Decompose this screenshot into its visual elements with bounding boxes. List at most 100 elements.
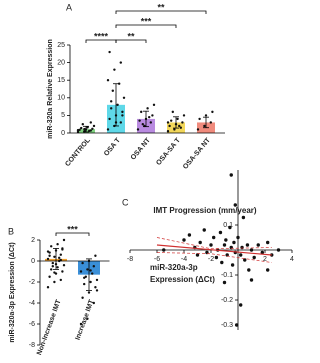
data-point [236, 235, 240, 240]
significance-label: ** [127, 31, 135, 41]
data-point [168, 124, 171, 128]
data-point [141, 123, 144, 126]
y-tick-label: 5 [61, 112, 65, 119]
significance-bracket [115, 10, 207, 14]
panel-label: A [66, 2, 72, 12]
data-point [234, 323, 239, 327]
data-point [62, 264, 66, 267]
data-point [166, 121, 170, 124]
data-point [148, 115, 151, 119]
data-point [89, 280, 92, 284]
data-point [171, 110, 174, 114]
significance-label: *** [67, 224, 78, 234]
data-point [182, 238, 186, 242]
y-tick-label: 15 [57, 77, 65, 84]
data-point [212, 235, 216, 240]
x-tick-label: OSA-SA T [155, 136, 182, 166]
x-tick-label: -4 [181, 256, 187, 263]
data-point [58, 256, 61, 260]
data-point [209, 243, 213, 247]
data-point [92, 124, 96, 128]
data-point [195, 253, 200, 257]
data-point [198, 117, 201, 121]
data-point [229, 173, 233, 177]
data-point [225, 253, 229, 257]
panel-label: B [8, 226, 14, 236]
data-point [252, 255, 256, 260]
data-point [56, 266, 59, 269]
data-point [182, 114, 186, 117]
data-point [122, 96, 126, 100]
x-tick-label: 4 [290, 256, 294, 263]
data-point [79, 322, 83, 326]
fit-line [156, 244, 272, 256]
data-point [79, 270, 83, 273]
data-point [91, 272, 94, 275]
significance-bracket [115, 24, 177, 28]
data-point [110, 107, 113, 110]
data-point [81, 296, 84, 299]
data-point [151, 114, 154, 117]
significance-bracket [115, 39, 147, 43]
data-point [89, 121, 93, 124]
data-point [53, 255, 56, 258]
data-point [166, 130, 170, 133]
y-tick-label: 0 [61, 130, 65, 137]
data-point [247, 268, 251, 272]
data-point [224, 238, 228, 242]
data-point [53, 271, 56, 274]
data-point [203, 124, 206, 128]
data-point [108, 117, 111, 121]
data-point [179, 126, 182, 129]
data-point [146, 107, 149, 110]
data-point [198, 240, 202, 245]
data-point [89, 269, 92, 272]
data-point [81, 261, 84, 265]
data-point [106, 79, 110, 82]
data-point [95, 278, 99, 282]
data-point [214, 255, 219, 260]
data-point [83, 127, 86, 131]
x-tick-label: Increase IMT [75, 298, 96, 341]
data-point [59, 253, 62, 256]
data-point [91, 127, 94, 130]
data-point [48, 275, 51, 278]
data-point [136, 128, 140, 131]
data-point [59, 258, 62, 262]
data-point [61, 270, 64, 273]
data-point [61, 248, 64, 251]
data-point [222, 280, 227, 285]
data-point [249, 248, 254, 252]
data-point [76, 128, 80, 132]
data-point [86, 268, 89, 271]
y-axis-label: miR-320a-3p Expression (ΔCt) [9, 242, 16, 342]
data-point [110, 100, 113, 103]
data-point [119, 61, 123, 64]
x-tick-label: OSA T [103, 136, 122, 157]
data-point [86, 317, 89, 320]
data-point [232, 240, 236, 245]
y-axis-label: miR-320a Relative Expression [47, 39, 54, 139]
data-point [260, 250, 264, 255]
y-tick-label: 2 [31, 237, 35, 244]
x-tick-label: OSA NT [130, 136, 153, 161]
y-tick-label: -0.3 [221, 322, 233, 329]
y-tick-label: 25 [57, 42, 65, 49]
data-point [196, 128, 200, 131]
data-point [239, 253, 243, 257]
data-point [121, 110, 124, 114]
y-tick-label: -0.2 [221, 297, 233, 304]
data-point [211, 110, 214, 114]
data-point [53, 280, 56, 284]
data-point [240, 245, 244, 250]
data-point [83, 282, 86, 286]
data-point [138, 119, 141, 122]
x-tick-label: -6 [154, 256, 160, 263]
data-point [118, 82, 121, 85]
y-tick-label: -6 [29, 321, 35, 328]
data-point [92, 301, 96, 305]
data-point [228, 225, 232, 230]
y-tick-label: 0.1 [223, 222, 233, 229]
y-tick-label: 20 [57, 59, 65, 66]
